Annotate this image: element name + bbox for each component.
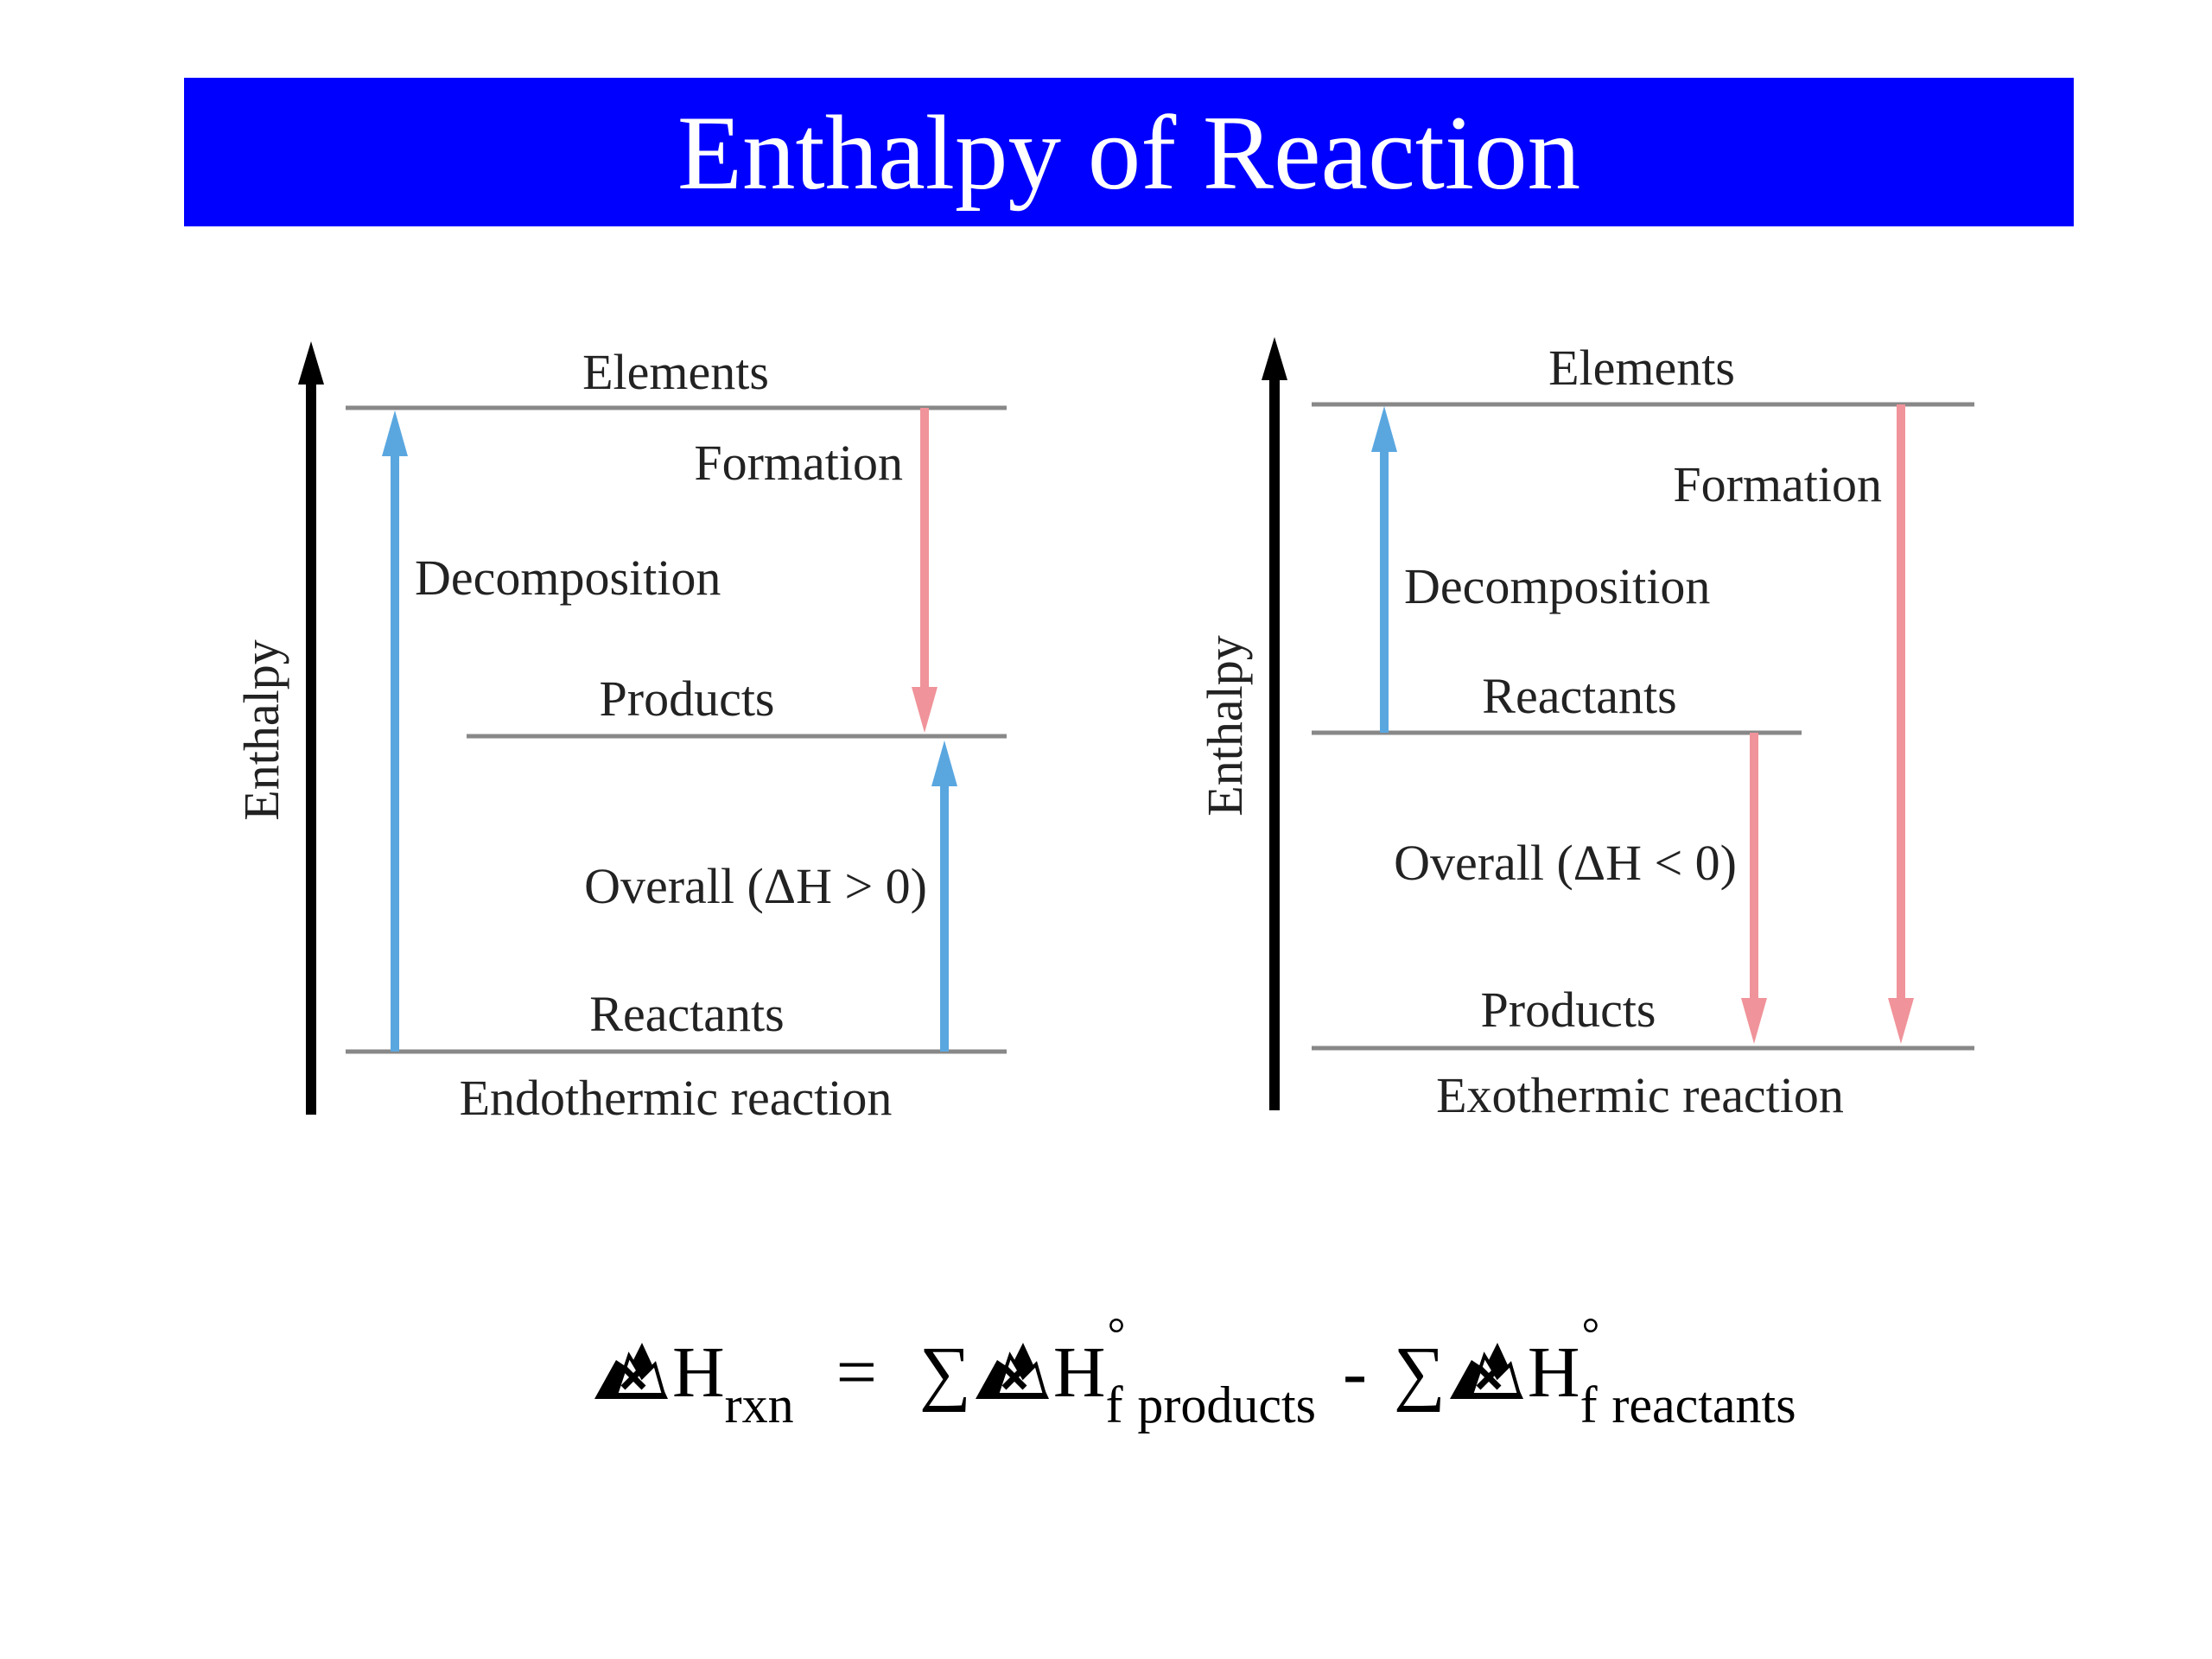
decomposition-label: Decomposition	[415, 550, 721, 606]
formula-minus: -	[1343, 1332, 1367, 1413]
elements-label: Elements	[1548, 340, 1735, 396]
formula-products-subscript: products	[1137, 1376, 1317, 1433]
formula-f-subscript: f	[1580, 1376, 1598, 1433]
decomposition-arrowhead-icon	[382, 410, 408, 456]
overall-arrowhead-icon	[1741, 998, 1767, 1044]
exothermic-caption: Exothermic reaction	[1436, 1067, 1844, 1123]
formula-sum-reactants: ∑	[1394, 1332, 1446, 1413]
formation-label: Formation	[694, 435, 903, 491]
formula-reactants-subscript: reactants	[1611, 1376, 1796, 1433]
exothermic-diagram: Enthalpy Elements Formation Decompositio…	[1197, 337, 1974, 1123]
formula-equals: =	[836, 1332, 878, 1413]
overall-arrowhead-icon	[931, 741, 957, 786]
formula-degree: °	[1107, 1310, 1126, 1359]
enthalpy-axis-label: Enthalpy	[233, 639, 289, 820]
broken-delta-icon	[975, 1343, 1049, 1399]
products-label: Products	[1481, 982, 1656, 1038]
formation-arrowhead-icon	[1888, 998, 1914, 1044]
overall-label: Overall (ΔH > 0)	[584, 858, 927, 914]
formula-rxn-subscript: rxn	[724, 1376, 794, 1433]
formula-sum-products: ∑	[919, 1332, 971, 1413]
title-banner: Enthalpy of Reaction	[184, 78, 2074, 226]
formula-h: H	[672, 1332, 725, 1413]
formula-h: H	[1052, 1332, 1106, 1413]
overall-label: Overall (ΔH < 0)	[1394, 835, 1737, 891]
reactants-label: Reactants	[1482, 668, 1676, 724]
reactants-label: Reactants	[589, 986, 784, 1042]
enthalpy-axis-label: Enthalpy	[1197, 635, 1253, 816]
endothermic-diagram: Enthalpy Elements Formation Decompositio…	[233, 341, 1007, 1126]
broken-delta-icon	[1449, 1343, 1523, 1399]
formula-h: H	[1527, 1332, 1580, 1413]
enthalpy-formula: Hrxn = ∑ Hf°products - ∑ Hf°reactants	[590, 1310, 1938, 1469]
products-label: Products	[600, 671, 775, 727]
page-title: Enthalpy of Reaction	[677, 92, 1581, 212]
broken-delta-icon	[594, 1343, 668, 1399]
formation-arrowhead-icon	[912, 687, 938, 733]
formula-degree: °	[1581, 1310, 1600, 1359]
formation-label: Formation	[1673, 456, 1882, 512]
elements-label: Elements	[582, 344, 769, 400]
formula-f-subscript: f	[1105, 1376, 1123, 1433]
axis-arrowhead-icon	[298, 341, 324, 385]
decomposition-arrowhead-icon	[1371, 406, 1397, 452]
decomposition-label: Decomposition	[1404, 558, 1710, 614]
axis-arrowhead-icon	[1262, 337, 1287, 380]
endothermic-caption: Endothermic reaction	[460, 1070, 893, 1126]
